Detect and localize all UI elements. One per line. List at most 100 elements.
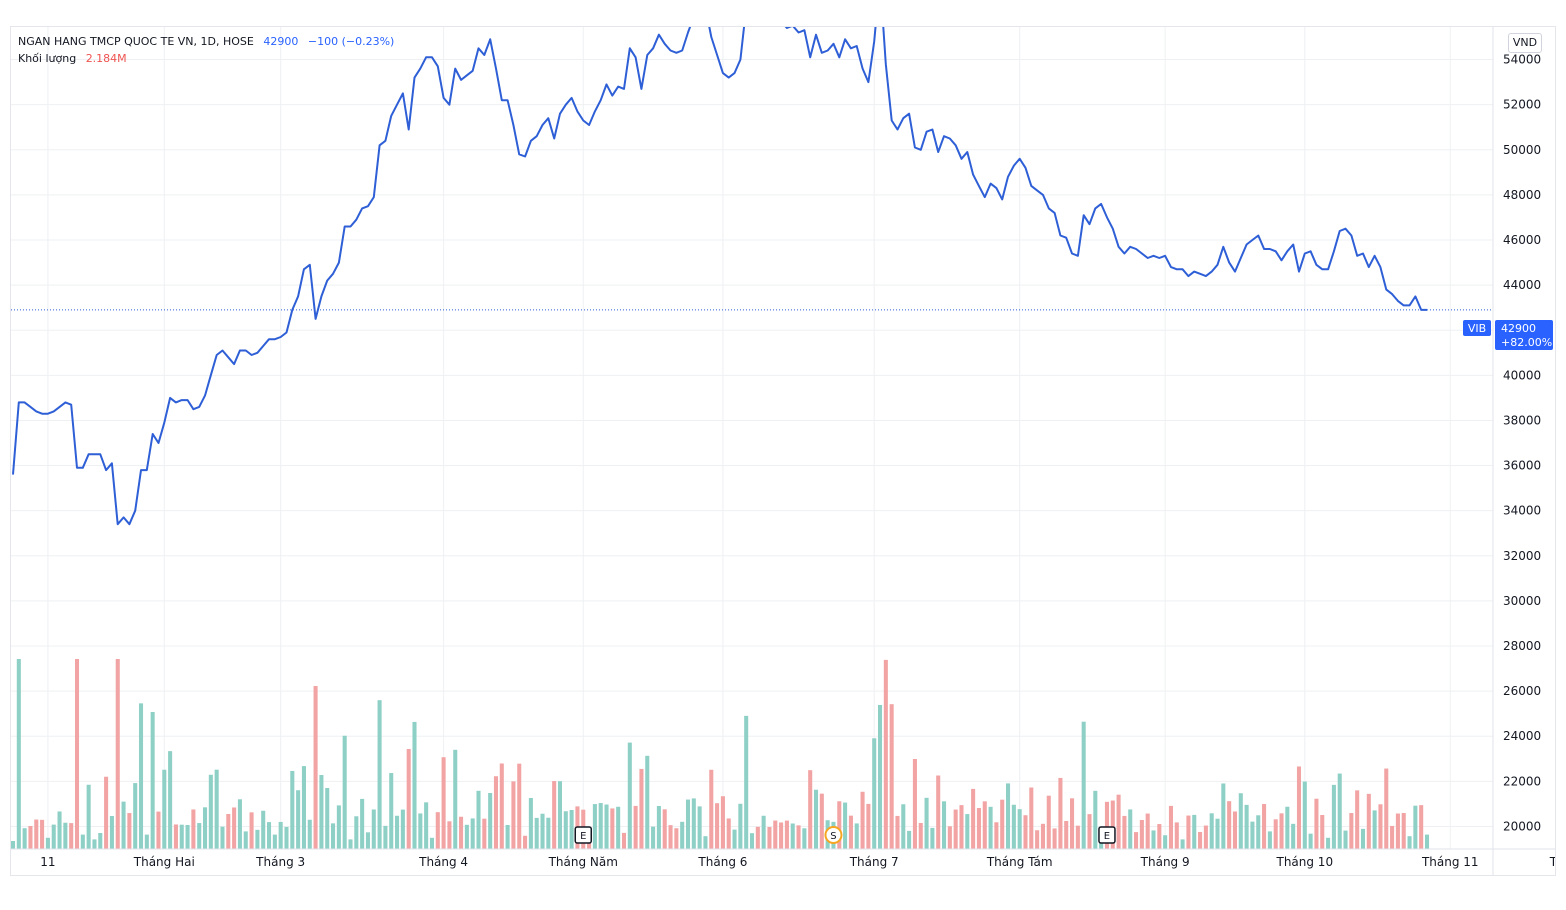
volume-bar: [540, 813, 545, 849]
y-tick-label: 44000: [1503, 278, 1541, 292]
volume-legend[interactable]: Khối lượng 2.184M: [18, 52, 133, 65]
volume-bar: [226, 814, 231, 849]
volume-bar: [1186, 815, 1191, 849]
volume-bar: [1273, 819, 1278, 849]
volume-bar: [1419, 805, 1424, 849]
volume-bar: [459, 816, 464, 849]
volume-bar: [1157, 824, 1162, 849]
earnings-event-marker[interactable]: [574, 826, 593, 844]
volume-bar: [505, 825, 510, 849]
ticker-badge-label: VIB: [1468, 322, 1486, 335]
volume-bar: [98, 833, 103, 849]
volume-bar: [232, 807, 237, 849]
volume-bar: [924, 797, 929, 849]
volume-bar: [133, 783, 138, 849]
volume-bar: [848, 815, 853, 849]
volume-bar: [336, 805, 341, 849]
volume-bar: [1238, 793, 1243, 849]
volume-bar: [1081, 721, 1086, 849]
volume-bar: [744, 715, 749, 849]
volume-bar: [517, 763, 522, 849]
volume-bar: [1116, 794, 1121, 849]
volume-bar: [715, 803, 720, 849]
y-tick-label: 24000: [1503, 729, 1541, 743]
volume-bar: [191, 809, 196, 849]
volume-bar: [290, 770, 295, 849]
volume-bar: [1017, 809, 1022, 849]
volume-bar: [429, 837, 434, 849]
volume-bar: [901, 804, 906, 849]
volume-bar: [1052, 828, 1057, 849]
y-tick-label: 48000: [1503, 188, 1541, 202]
volume-label: Khối lượng: [18, 52, 77, 65]
volume-bar: [1355, 790, 1360, 849]
x-tick-label: Tháng Hai: [133, 855, 195, 869]
volume-bar: [819, 793, 824, 849]
price-series-line: [12, 27, 1427, 526]
volume-bar: [400, 809, 405, 849]
split-event-marker[interactable]: [824, 826, 843, 844]
volume-bar: [1291, 823, 1296, 849]
volume-bar: [1174, 822, 1179, 849]
volume-bar: [854, 823, 859, 849]
volume-bars: [11, 659, 1430, 849]
volume-bar: [1006, 783, 1011, 849]
volume-bar: [476, 790, 481, 849]
volume-bar: [1285, 806, 1290, 849]
volume-bar: [1134, 832, 1139, 849]
volume-bar: [685, 799, 691, 849]
volume-bar: [726, 818, 731, 849]
price-badge-change: +82.00%: [1501, 336, 1552, 349]
symbol-title: NGAN HANG TMCP QUOC TE VN, 1D, HOSE: [18, 35, 254, 48]
currency-button[interactable]: VND: [1508, 33, 1542, 53]
volume-bar: [1110, 800, 1115, 849]
symbol-legend[interactable]: NGAN HANG TMCP QUOC TE VN, 1D, HOSE 4290…: [18, 35, 400, 48]
volume-bar: [331, 823, 336, 849]
volume-bar: [348, 839, 353, 849]
volume-bar: [1163, 835, 1168, 849]
volume-bar: [313, 686, 318, 849]
volume-bar: [249, 812, 254, 849]
volume-bar: [1087, 814, 1092, 849]
volume-bar: [784, 820, 789, 849]
volume-bar: [1064, 820, 1069, 849]
volume-bar: [1279, 813, 1284, 849]
volume-bar: [1250, 821, 1255, 849]
event-marker-label: S: [830, 831, 836, 842]
earnings-event-marker[interactable]: [1098, 826, 1116, 844]
volume-bar: [69, 823, 74, 849]
volume-bar: [1139, 819, 1144, 849]
x-tick-label: Tháng 10: [1275, 855, 1333, 869]
volume-bar: [389, 773, 394, 849]
volume-bar: [34, 819, 39, 849]
volume-bar: [930, 827, 935, 849]
volume-bar: [185, 825, 190, 849]
volume-bar: [1122, 815, 1127, 849]
volume-bar: [109, 816, 114, 849]
x-tick-label: Tháng 7: [849, 855, 899, 869]
price-badge: VIB 42900 +82.00%: [1463, 320, 1553, 350]
y-tick-label: 50000: [1503, 143, 1541, 157]
volume-bar: [936, 775, 941, 849]
volume-bar: [749, 833, 755, 849]
volume-bar: [418, 813, 423, 849]
price-chart[interactable]: 11 Tháng Hai Tháng 3 Tháng 4 Tháng Năm Tháng …: [11, 27, 1555, 875]
volume-bar: [1320, 815, 1325, 849]
volume-bar: [1349, 813, 1354, 849]
volume-bar: [604, 804, 609, 849]
volume-bar: [1198, 831, 1203, 849]
volume-bar: [947, 826, 952, 849]
volume-bar: [1413, 805, 1418, 849]
volume-bar: [74, 659, 80, 849]
y-tick-label: 54000: [1503, 53, 1541, 67]
volume-bar: [1023, 815, 1028, 849]
volume-bar: [779, 822, 784, 849]
last-price: 42900: [263, 35, 299, 48]
y-tick-label: 52000: [1503, 98, 1541, 112]
volume-bar: [1000, 799, 1005, 849]
volume-bar: [1395, 813, 1400, 849]
volume-bar: [267, 822, 272, 849]
volume-bar: [464, 824, 469, 849]
volume-bar: [1262, 804, 1267, 849]
